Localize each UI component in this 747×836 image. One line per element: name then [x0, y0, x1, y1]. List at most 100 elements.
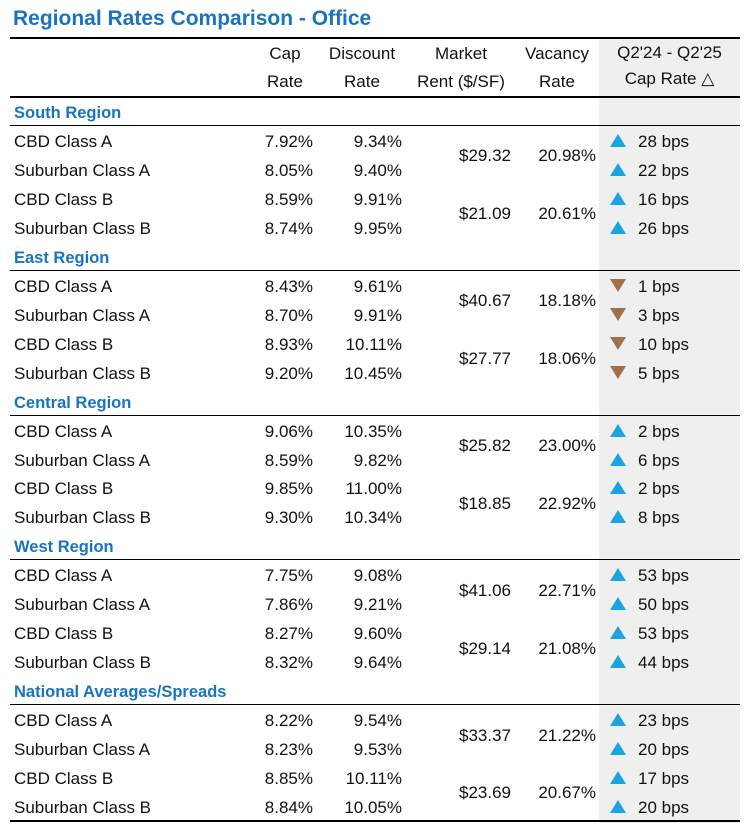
row-label: Suburban Class A — [14, 450, 151, 470]
triangle-up-icon — [610, 481, 626, 495]
discount-rate-value: 10.34% — [344, 508, 402, 528]
cap-rate-value: 9.30% — [264, 508, 313, 528]
section-divider — [10, 125, 740, 126]
cap-rate-change-value: 6 bps — [638, 450, 680, 470]
discount-rate-value: 10.11% — [345, 769, 402, 788]
cap-rate-change-value: 20 bps — [638, 740, 690, 760]
discount-rate-value: 9.95% — [353, 218, 402, 238]
cap-rate-change-value: 2 bps — [638, 479, 680, 499]
cap-rate-value: 9.20% — [264, 363, 313, 383]
vacancy-rate-value: 20.67% — [538, 783, 596, 803]
section-title: Central Region — [14, 393, 132, 412]
discount-rate-value: 9.34% — [353, 132, 402, 151]
discount-rate-value: 9.91% — [353, 305, 402, 325]
discount-rate-value: 10.45% — [344, 363, 402, 383]
vacancy-rate-value: 18.18% — [538, 291, 596, 311]
discount-rate-value: 9.08% — [353, 566, 402, 586]
cap-rate-change: 20 bps — [610, 735, 689, 764]
triangle-up-icon — [610, 626, 626, 640]
cap-rate-change: 6 bps — [610, 446, 680, 475]
vacancy-rate-value: 21.08% — [538, 638, 596, 658]
header-divider — [10, 96, 740, 98]
section-title: East Region — [14, 248, 110, 267]
cap-rate-value: 9.85% — [264, 479, 313, 499]
market-rent-value: $18.85 — [459, 493, 511, 513]
cap-rate-change-value: 2 bps — [638, 421, 680, 441]
triangle-up-icon — [610, 597, 626, 611]
cap-rate-change: 20 bps — [610, 793, 689, 822]
section-divider — [10, 269, 740, 271]
triangle-up-icon — [610, 134, 626, 148]
page-title: Regional Rates Comparison - Office — [13, 7, 372, 30]
row-label: CBD Class A — [14, 276, 113, 296]
row-label: Suburban Class B — [14, 797, 152, 817]
cap-rate-change: 2 bps — [610, 474, 680, 503]
cap-rate-change: 5 bps — [610, 359, 680, 388]
header-vacancy-rate: Vacancy Rate — [525, 44, 589, 91]
cap-rate-value: 8.32% — [264, 653, 313, 673]
triangle-up-icon — [610, 452, 626, 466]
triangle-down-icon — [610, 336, 626, 350]
cap-rate-change: 28 bps — [610, 127, 689, 156]
row-label: Suburban Class B — [14, 218, 152, 238]
cap-rate-value: 8.84% — [264, 797, 313, 817]
discount-rate-value: 9.60% — [353, 624, 402, 644]
cap-rate-change-value: 44 bps — [638, 653, 690, 673]
cap-rate-change: 1 bps — [610, 272, 680, 301]
row-label: Suburban Class A — [14, 740, 151, 760]
discount-rate-value: 9.82% — [353, 450, 402, 470]
cap-rate-value: 8.74% — [264, 218, 313, 238]
cap-rate-change: 44 bps — [610, 648, 689, 677]
cap-rate-change-value: 10 bps — [638, 334, 690, 354]
discount-rate-value: 9.40% — [353, 160, 402, 180]
cap-rate-value: 8.70% — [264, 305, 313, 325]
discount-rate-value: 9.54% — [353, 711, 402, 731]
row-label: Suburban Class A — [14, 305, 151, 325]
triangle-down-icon — [610, 365, 626, 379]
discount-rate-value: 9.91% — [353, 189, 402, 209]
cap-rate-value: 8.59% — [264, 450, 313, 470]
market-rent-value: $21.09 — [459, 204, 511, 224]
row-label: CBD Class B — [14, 334, 114, 354]
triangle-up-icon — [610, 510, 626, 524]
market-rent-value: $27.77 — [459, 349, 511, 369]
table-bottom-divider — [10, 819, 740, 822]
cap-rate-change-value: 22 bps — [638, 160, 690, 180]
row-label: CBD Class B — [14, 624, 114, 644]
market-rent-value: $29.32 — [459, 146, 511, 166]
vacancy-rate-value: 22.71% — [538, 580, 596, 600]
cap-rate-value: 8.59% — [264, 189, 313, 209]
cap-rate-change: 22 bps — [610, 156, 689, 185]
triangle-down-icon — [610, 307, 626, 321]
market-rent-value: $41.06 — [459, 580, 511, 600]
cap-rate-value: 7.92% — [264, 132, 313, 151]
cap-rate-value: 8.05% — [264, 160, 313, 180]
discount-rate-value: 9.53% — [353, 740, 402, 760]
market-rent-value: $33.37 — [459, 725, 511, 745]
section-divider — [10, 559, 740, 561]
cap-rate-change-value: 26 bps — [638, 218, 690, 238]
cap-rate-change-value: 28 bps — [638, 132, 690, 151]
row-label: CBD Class A — [14, 132, 113, 151]
cap-rate-change-value: 50 bps — [638, 595, 690, 615]
market-rent-value: $23.69 — [459, 783, 511, 803]
vacancy-rate-value: 21.22% — [538, 725, 596, 745]
discount-rate-value: 11.00% — [345, 479, 402, 499]
row-label: Suburban Class A — [14, 595, 151, 615]
triangle-up-icon — [610, 742, 626, 756]
vacancy-rate-value: 22.92% — [538, 493, 596, 513]
vacancy-rate-value: 20.98% — [538, 146, 596, 166]
header-cap-rate-change: Q2'24 - Q2'25 Cap Rate △ — [617, 43, 722, 88]
triangle-up-icon — [610, 655, 626, 669]
cap-rate-change-value: 1 bps — [638, 276, 680, 296]
discount-rate-value: 9.61% — [353, 276, 402, 296]
header-cap-rate: Cap Rate — [267, 44, 303, 91]
triangle-down-icon — [610, 278, 626, 292]
cap-rate-value: 8.27% — [264, 624, 313, 644]
vacancy-rate-value: 23.00% — [538, 436, 596, 456]
cap-rate-change: 8 bps — [610, 503, 680, 532]
vacancy-rate-value: 18.06% — [538, 349, 596, 369]
row-label: CBD Class A — [14, 566, 113, 586]
row-label: CBD Class A — [14, 711, 113, 731]
